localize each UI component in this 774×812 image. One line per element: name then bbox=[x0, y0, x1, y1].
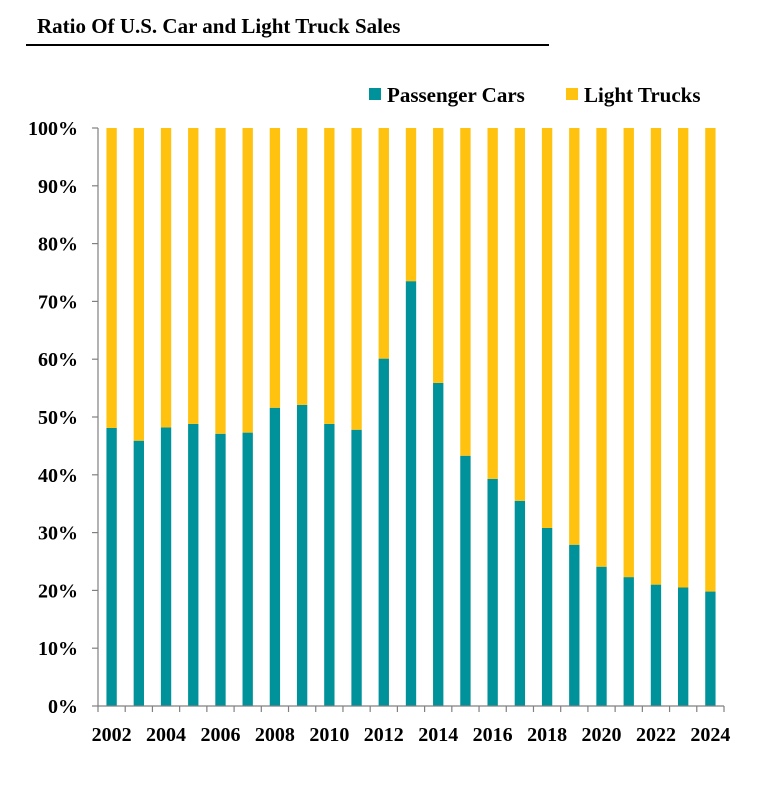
y-tick-label: 60% bbox=[38, 349, 78, 371]
y-tick-label: 100% bbox=[28, 118, 78, 140]
y-tick-label: 10% bbox=[38, 638, 78, 660]
bar-light-trucks-2002 bbox=[106, 128, 117, 428]
x-tick-label: 2016 bbox=[473, 724, 513, 746]
x-tick-label: 2024 bbox=[690, 724, 730, 746]
axes-layer: 0% 10% 20% 30% 40% 50% 60% 70% 80% 90% 100% 2002 200… bbox=[28, 118, 730, 746]
bar-light-trucks-2022 bbox=[650, 128, 662, 585]
bar-passenger-cars-2002 bbox=[106, 427, 117, 706]
bar-light-trucks-2018 bbox=[541, 128, 553, 528]
bar-light-trucks-2019 bbox=[569, 128, 580, 545]
y-tick-label: 70% bbox=[38, 291, 78, 313]
bar-light-trucks-2005 bbox=[188, 128, 199, 424]
bar-passenger-cars-2020 bbox=[596, 566, 607, 706]
y-tick-label: 0% bbox=[48, 696, 78, 718]
legend: Passenger Cars Light Trucks bbox=[369, 83, 701, 107]
bar-passenger-cars-2007 bbox=[242, 432, 253, 706]
bars-layer bbox=[106, 128, 716, 706]
legend-swatch-passenger-cars bbox=[369, 88, 381, 100]
x-tick-label: 2018 bbox=[527, 724, 567, 746]
bar-light-trucks-2010 bbox=[324, 128, 335, 424]
bar-passenger-cars-2021 bbox=[623, 577, 634, 706]
bar-passenger-cars-2004 bbox=[160, 427, 172, 706]
bar-passenger-cars-2019 bbox=[569, 544, 580, 706]
bar-passenger-cars-2003 bbox=[133, 440, 144, 706]
bar-light-trucks-2011 bbox=[351, 128, 362, 430]
bar-passenger-cars-2018 bbox=[541, 527, 553, 706]
bar-passenger-cars-2008 bbox=[269, 407, 281, 706]
x-tick-label: 2010 bbox=[309, 724, 349, 746]
x-tick-label: 2004 bbox=[146, 724, 186, 746]
x-tick-label: 2012 bbox=[364, 724, 404, 746]
bar-light-trucks-2013 bbox=[405, 128, 417, 282]
bar-passenger-cars-2022 bbox=[650, 584, 662, 706]
bar-passenger-cars-2010 bbox=[324, 423, 335, 706]
bar-light-trucks-2009 bbox=[296, 128, 308, 405]
bar-light-trucks-2006 bbox=[215, 128, 226, 434]
x-tick-label: 2022 bbox=[636, 724, 676, 746]
bar-light-trucks-2007 bbox=[242, 128, 253, 433]
y-tick-label: 20% bbox=[38, 580, 78, 602]
bar-light-trucks-2004 bbox=[160, 128, 172, 428]
bar-light-trucks-2012 bbox=[378, 128, 389, 359]
x-tick-label: 2020 bbox=[582, 724, 622, 746]
bar-light-trucks-2021 bbox=[623, 128, 634, 578]
bar-light-trucks-2014 bbox=[433, 128, 444, 383]
y-tick-label: 30% bbox=[38, 523, 78, 545]
x-tick-label: 2008 bbox=[255, 724, 295, 746]
bar-light-trucks-2017 bbox=[514, 128, 526, 501]
title-underline bbox=[26, 44, 549, 46]
bar-passenger-cars-2006 bbox=[215, 433, 226, 706]
bar-light-trucks-2024 bbox=[705, 128, 716, 592]
bar-light-trucks-2008 bbox=[269, 128, 281, 408]
y-tick-label: 50% bbox=[38, 407, 78, 429]
bar-passenger-cars-2016 bbox=[487, 478, 498, 706]
y-tick-label: 80% bbox=[38, 234, 78, 256]
bar-passenger-cars-2011 bbox=[351, 429, 362, 706]
bar-passenger-cars-2005 bbox=[188, 423, 199, 706]
bar-passenger-cars-2017 bbox=[514, 500, 526, 706]
bar-passenger-cars-2024 bbox=[705, 591, 716, 706]
bar-light-trucks-2016 bbox=[487, 128, 498, 479]
y-tick-label: 40% bbox=[38, 465, 78, 487]
legend-swatch-light-trucks bbox=[566, 88, 578, 100]
bar-light-trucks-2003 bbox=[133, 128, 144, 441]
bar-passenger-cars-2013 bbox=[405, 281, 417, 706]
bar-light-trucks-2023 bbox=[678, 128, 689, 588]
bar-passenger-cars-2015 bbox=[460, 455, 471, 706]
bar-light-trucks-2015 bbox=[460, 128, 471, 456]
legend-label-light-trucks: Light Trucks bbox=[584, 83, 701, 107]
x-tick-label: 2006 bbox=[200, 724, 240, 746]
bar-passenger-cars-2012 bbox=[378, 358, 389, 706]
bar-passenger-cars-2009 bbox=[296, 404, 308, 706]
x-tick-label: 2014 bbox=[418, 724, 458, 746]
x-tick-label: 2002 bbox=[92, 724, 132, 746]
bar-light-trucks-2020 bbox=[596, 128, 607, 567]
y-tick-label: 90% bbox=[38, 176, 78, 198]
chart-title: Ratio Of U.S. Car and Light Truck Sales bbox=[37, 14, 401, 38]
legend-label-passenger-cars: Passenger Cars bbox=[387, 83, 525, 107]
bar-passenger-cars-2014 bbox=[433, 382, 444, 706]
bar-passenger-cars-2023 bbox=[678, 587, 689, 706]
